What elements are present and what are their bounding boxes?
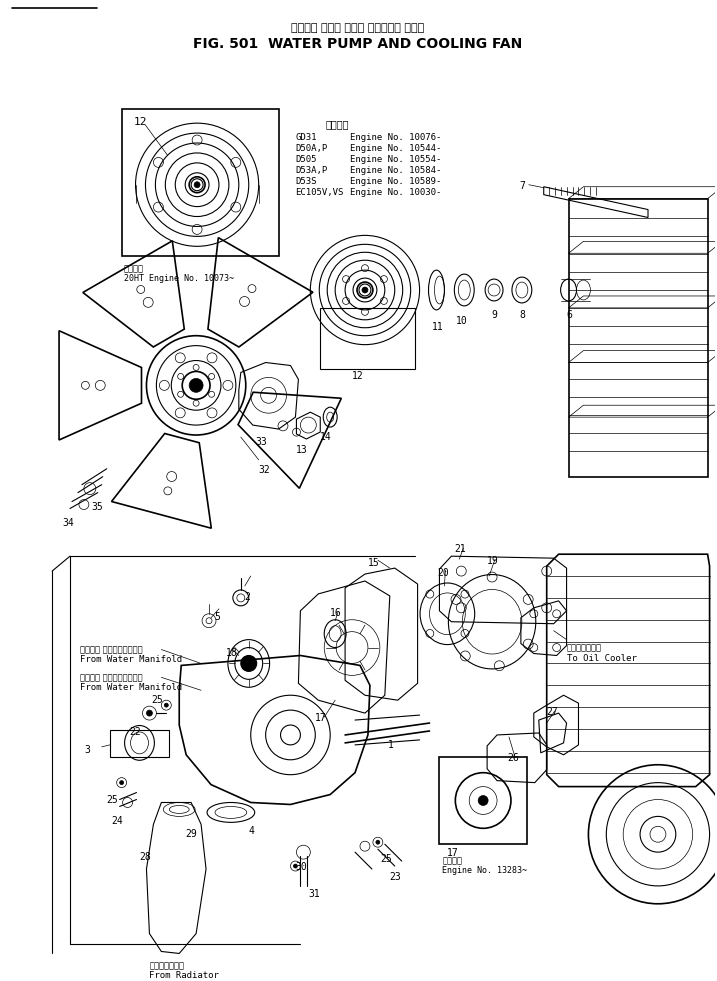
Text: 29: 29	[185, 829, 197, 840]
Circle shape	[293, 864, 298, 868]
Text: From Water Manifold: From Water Manifold	[80, 655, 182, 664]
Text: 3: 3	[84, 745, 90, 755]
Text: 17: 17	[315, 713, 327, 723]
Text: EC105V,VS: EC105V,VS	[295, 187, 344, 197]
Text: ウォータ マニホールドから: ウォータ マニホールドから	[80, 673, 143, 683]
Text: ウォータ ポンプ および クーリング ファン: ウォータ ポンプ および クーリング ファン	[291, 23, 424, 32]
Text: 27: 27	[546, 707, 559, 717]
Text: 17: 17	[447, 849, 458, 858]
Text: GD31: GD31	[295, 133, 317, 142]
Text: 12: 12	[352, 372, 364, 382]
Text: Engine No. 10076-: Engine No. 10076-	[350, 133, 442, 142]
Text: 11: 11	[432, 322, 443, 332]
Bar	[320, 308, 414, 370]
Circle shape	[146, 710, 153, 716]
Text: 28: 28	[140, 852, 151, 862]
Text: Engine No. 10589-: Engine No. 10589-	[350, 177, 442, 185]
Text: 32: 32	[259, 465, 270, 475]
Text: オイルクーラへ: オイルクーラへ	[566, 644, 602, 652]
Text: 適用号機: 適用号機	[326, 119, 348, 129]
Text: 18: 18	[226, 647, 237, 657]
Text: D50A,P: D50A,P	[295, 144, 328, 153]
Text: Engine No. 10544-: Engine No. 10544-	[350, 144, 442, 153]
Text: 35: 35	[92, 501, 103, 511]
Text: Engine No. 10584-: Engine No. 10584-	[350, 166, 442, 175]
Circle shape	[241, 655, 257, 671]
Text: D53A,P: D53A,P	[295, 166, 328, 175]
Text: ラジエータから: ラジエータから	[149, 961, 184, 970]
Circle shape	[120, 781, 123, 785]
Text: Engine No. 10554-: Engine No. 10554-	[350, 155, 442, 164]
Bar	[440, 756, 527, 845]
Circle shape	[362, 287, 368, 293]
Text: 25: 25	[151, 696, 163, 705]
Text: D505: D505	[295, 155, 317, 164]
Text: 2: 2	[244, 592, 251, 602]
Text: 19: 19	[487, 556, 499, 566]
Text: 10: 10	[456, 316, 468, 326]
Text: 1: 1	[388, 740, 394, 749]
Text: 5: 5	[214, 612, 220, 622]
Text: 22: 22	[130, 727, 141, 737]
Text: 12: 12	[133, 117, 147, 128]
Text: From Radiator: From Radiator	[149, 971, 219, 980]
Text: 適用号機: 適用号機	[442, 856, 462, 865]
Text: 14: 14	[320, 432, 332, 442]
Circle shape	[164, 703, 168, 707]
Text: From Water Manifold: From Water Manifold	[80, 684, 182, 693]
Text: Engine No. 13283~: Engine No. 13283~	[442, 866, 528, 875]
Text: 33: 33	[256, 437, 267, 447]
Circle shape	[478, 796, 488, 805]
Text: 26: 26	[507, 752, 518, 763]
Text: ウォータ マニホールドから: ウォータ マニホールドから	[80, 645, 143, 654]
Text: To Oil Cooler: To Oil Cooler	[566, 653, 637, 662]
Text: 25: 25	[107, 795, 118, 804]
Text: 8: 8	[519, 310, 525, 320]
Circle shape	[376, 841, 380, 845]
Circle shape	[194, 181, 200, 187]
Text: 31: 31	[308, 889, 320, 899]
Text: FIG. 501  WATER PUMP AND COOLING FAN: FIG. 501 WATER PUMP AND COOLING FAN	[194, 36, 523, 51]
Text: 30: 30	[295, 862, 307, 872]
Text: D53S: D53S	[295, 177, 317, 185]
Text: 23: 23	[390, 872, 402, 882]
Text: 4: 4	[249, 826, 255, 837]
Text: 16: 16	[331, 608, 342, 618]
Text: 24: 24	[112, 816, 123, 826]
Text: 20: 20	[437, 568, 450, 578]
Text: 適用号機: 適用号機	[123, 264, 143, 273]
Circle shape	[189, 379, 203, 392]
Text: 6: 6	[566, 310, 572, 320]
Text: 20HT Engine No. 10073~: 20HT Engine No. 10073~	[123, 274, 234, 284]
Text: 34: 34	[62, 518, 74, 529]
Bar	[122, 109, 278, 256]
Text: Engine No. 10030-: Engine No. 10030-	[350, 187, 442, 197]
Text: 21: 21	[455, 544, 466, 554]
Text: 25: 25	[380, 854, 391, 864]
Text: 13: 13	[295, 445, 307, 455]
Text: 7: 7	[519, 181, 525, 190]
Text: 15: 15	[368, 558, 380, 568]
Text: 9: 9	[491, 310, 497, 320]
